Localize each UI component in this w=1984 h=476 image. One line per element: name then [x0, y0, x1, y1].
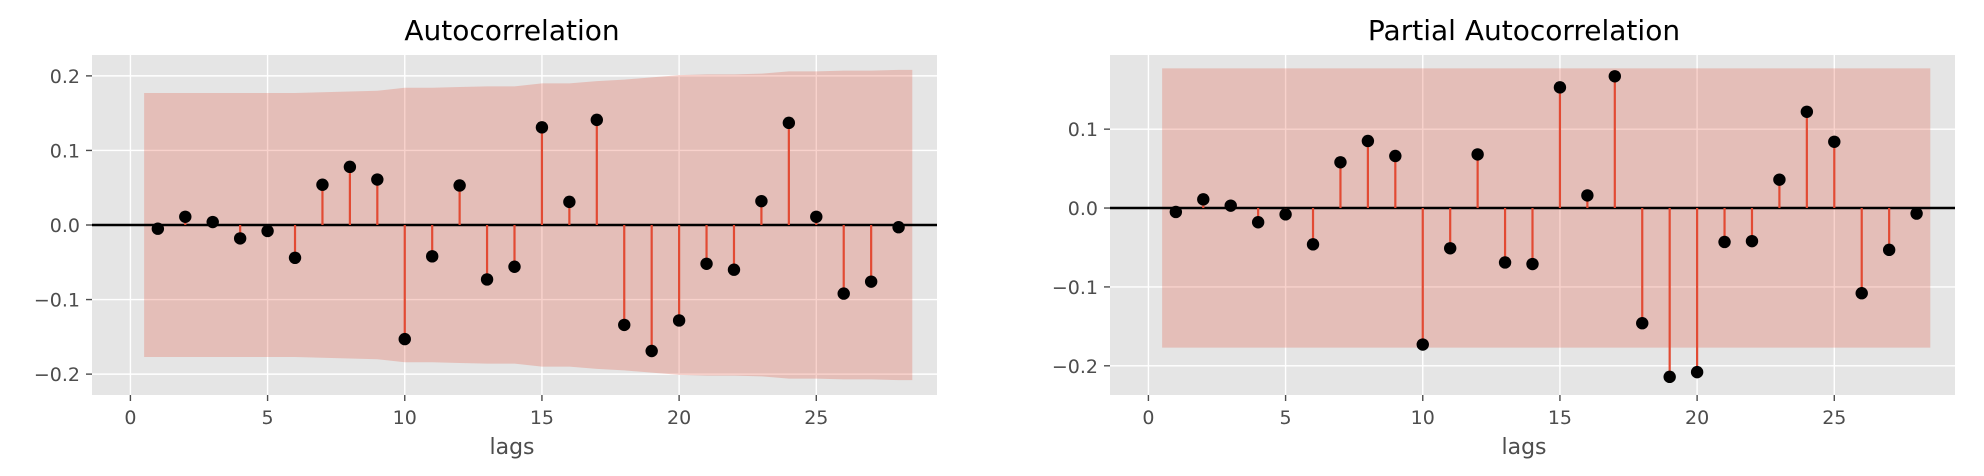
- pacf-marker: [1553, 81, 1567, 94]
- acf-marker: [864, 275, 878, 288]
- pacf-marker: [1718, 235, 1731, 249]
- acf-y-ticks: −0.2 −0.1 0.0 0.1 0.2: [34, 66, 92, 386]
- acf-marker: [645, 344, 658, 358]
- pacf-marker: [1279, 208, 1292, 221]
- acf-x-tick-label: 10: [393, 407, 417, 429]
- pacf-marker: [1471, 148, 1484, 161]
- pacf-x-tick-label: 5: [1280, 407, 1292, 429]
- pacf-marker: [1690, 365, 1704, 379]
- pacf-marker: [1334, 156, 1347, 169]
- acf-marker: [508, 260, 521, 273]
- pacf-x-axis-label: lags: [1501, 435, 1546, 460]
- acf-y-tick-label: 0.0: [50, 215, 80, 237]
- acf-x-tick-label: 25: [804, 407, 828, 429]
- acf-marker: [453, 179, 466, 192]
- acf-x-tick-label: 5: [262, 407, 274, 429]
- acf-y-tick-label: 0.1: [50, 140, 80, 162]
- acf-x-ticks: 0 5 10 15 20 25: [124, 395, 828, 429]
- acf-marker: [810, 210, 823, 223]
- pacf-x-tick-label: 20: [1685, 407, 1709, 429]
- pacf-marker: [1636, 317, 1649, 330]
- pacf-panel: Partial Autocorrelation 0 5 10 15 20 25 −0.2−…: [1052, 14, 1955, 460]
- pacf-marker: [1745, 234, 1759, 248]
- pacf-marker: [1197, 193, 1210, 206]
- acf-marker: [398, 332, 411, 346]
- acf-marker: [371, 173, 384, 186]
- pacf-marker: [1882, 243, 1896, 257]
- pacf-marker: [1663, 370, 1676, 384]
- acf-marker: [179, 210, 192, 223]
- pacf-y-tick-label: 0.1: [1068, 119, 1098, 141]
- acf-marker: [755, 194, 768, 208]
- acf-marker: [288, 251, 302, 265]
- acf-marker: [480, 273, 494, 286]
- acf-marker: [672, 314, 686, 327]
- acf-stems: [156, 119, 900, 352]
- acf-marker: [261, 224, 274, 238]
- pacf-x-tick-label: 25: [1822, 407, 1846, 429]
- acf-marker: [618, 318, 631, 332]
- acf-marker: [590, 113, 604, 127]
- acf-title: Autocorrelation: [404, 14, 619, 47]
- pacf-marker: [1581, 189, 1594, 202]
- acf-x-tick-label: 15: [530, 407, 554, 429]
- pacf-marker: [1855, 287, 1868, 300]
- pacf-marker: [1361, 134, 1375, 148]
- pacf-y-ticks: −0.2 −0.1 0.0 0.1: [1052, 119, 1110, 378]
- pacf-y-tick-label: −0.2: [1052, 356, 1098, 378]
- acf-x-axis-label: lags: [489, 435, 534, 460]
- pacf-marker: [1498, 256, 1512, 269]
- acf-marker: [233, 232, 247, 245]
- pacf-y-tick-label: 0.0: [1068, 198, 1098, 220]
- pacf-marker: [1169, 205, 1183, 219]
- acf-marker: [151, 222, 165, 235]
- pacf-marker: [1306, 238, 1320, 251]
- acf-marker: [425, 250, 439, 263]
- pacf-marker: [1251, 216, 1265, 229]
- pacf-x-ticks: 0 5 10 15 20 25: [1142, 395, 1846, 429]
- acf-y-tick-label: −0.1: [34, 290, 80, 312]
- pacf-x-tick-label: 15: [1548, 407, 1572, 429]
- acf-marker: [563, 195, 576, 209]
- pacf-marker: [1608, 70, 1622, 83]
- acf-y-tick-label: −0.2: [34, 364, 80, 386]
- pacf-x-tick-label: 10: [1411, 407, 1435, 429]
- acf-marker: [316, 178, 329, 191]
- pacf-marker: [1443, 242, 1457, 255]
- acf-markers: [151, 113, 905, 358]
- acf-x-tick-label: 20: [667, 407, 691, 429]
- acf-panel: Autocorrelation 0 5 10 15 20 25 −0.2 −0.1 0.0 0.…: [34, 14, 937, 460]
- pacf-marker: [1389, 149, 1402, 163]
- pacf-x-tick-label: 0: [1142, 407, 1154, 429]
- pacf-marker: [1224, 199, 1237, 212]
- pacf-marker: [1416, 338, 1429, 351]
- acf-marker: [727, 263, 741, 276]
- pacf-marker: [1773, 173, 1786, 186]
- pacf-marker: [1800, 105, 1814, 118]
- pacf-marker: [1526, 257, 1539, 271]
- pacf-marker: [1910, 207, 1923, 220]
- acf-marker: [535, 121, 549, 134]
- acf-x-tick-label: 0: [124, 407, 136, 429]
- pacf-marker: [1828, 135, 1841, 148]
- acf-marker: [700, 257, 713, 270]
- pacf-markers: [1169, 70, 1923, 384]
- acf-marker: [837, 287, 850, 300]
- acf-marker: [343, 160, 357, 174]
- pacf-title: Partial Autocorrelation: [1368, 14, 1680, 47]
- acf-marker: [206, 215, 219, 229]
- acf-marker: [782, 116, 796, 130]
- acf-marker: [892, 221, 905, 234]
- pacf-y-tick-label: −0.1: [1052, 277, 1098, 299]
- acf-y-tick-label: 0.2: [50, 66, 80, 88]
